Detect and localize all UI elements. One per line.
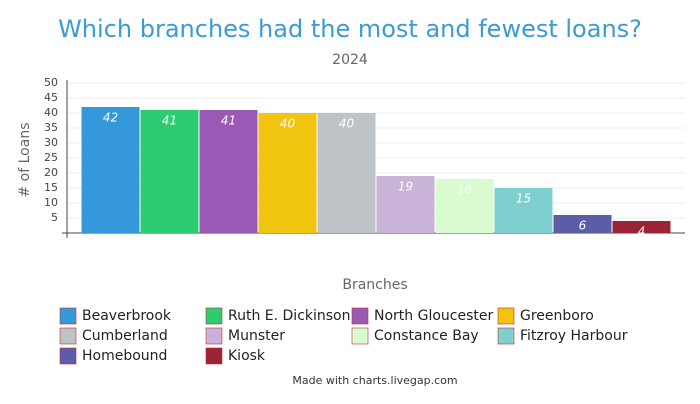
bar	[553, 215, 612, 233]
value-label: 40	[339, 117, 355, 131]
value-label: 6	[579, 219, 587, 233]
value-label: 41	[162, 114, 177, 128]
y-tick-label: 25	[44, 151, 58, 164]
x-axis-label: Branches	[342, 277, 407, 293]
y-tick-label: 20	[44, 166, 58, 179]
bar	[435, 179, 494, 233]
value-label: 40	[280, 117, 296, 131]
legend-label: Constance Bay	[374, 328, 479, 344]
legend-swatch	[205, 307, 223, 325]
value-label: 18	[457, 183, 473, 197]
y-tick-label: 5	[51, 211, 58, 224]
chart-title: Which branches had the most and fewest l…	[58, 15, 642, 43]
legend-label: Homebound	[82, 348, 167, 364]
bar	[199, 110, 258, 233]
value-label: 4	[638, 225, 646, 239]
value-label: 15	[516, 192, 531, 206]
y-tick-label: 35	[44, 121, 58, 134]
y-tick-label: 40	[44, 106, 58, 119]
legend-swatch	[351, 307, 369, 325]
bar	[494, 188, 553, 233]
bar	[317, 113, 376, 233]
value-label: 42	[103, 111, 118, 125]
value-label: 19	[398, 180, 413, 194]
legend-swatch	[497, 307, 515, 325]
legend-label: Beaverbrook	[82, 308, 172, 324]
legend-label: Kiosk	[228, 348, 266, 364]
legend-label: Cumberland	[82, 328, 168, 344]
y-axis-label: # of Loans	[17, 123, 33, 198]
y-tick-label: 30	[44, 136, 58, 149]
legend-label: Fitzroy Harbour	[520, 328, 628, 344]
legend-label: North Gloucester	[374, 308, 493, 324]
bar	[376, 176, 435, 233]
bar	[612, 221, 671, 233]
legend-label: Greenboro	[520, 308, 594, 324]
bar	[140, 110, 199, 233]
legend-swatch	[351, 327, 369, 345]
credit: Made with charts.livegap.com	[292, 374, 457, 387]
legend-swatch	[205, 347, 223, 365]
y-tick-label: 15	[44, 181, 58, 194]
bar	[81, 107, 140, 233]
legend-label: Munster	[228, 328, 285, 344]
legend-swatch	[59, 307, 77, 325]
y-tick-label: 50	[44, 76, 58, 89]
legend-swatch	[497, 327, 515, 345]
bar	[258, 113, 317, 233]
legend-swatch	[205, 327, 223, 345]
legend-swatch	[59, 347, 77, 365]
chart-subtitle: 2024	[332, 52, 368, 68]
y-tick-label: 10	[44, 196, 58, 209]
value-label: 41	[221, 114, 236, 128]
legend-swatch	[59, 327, 77, 345]
y-tick-label: 45	[44, 91, 58, 104]
legend-label: Ruth E. Dickinson	[228, 308, 351, 324]
